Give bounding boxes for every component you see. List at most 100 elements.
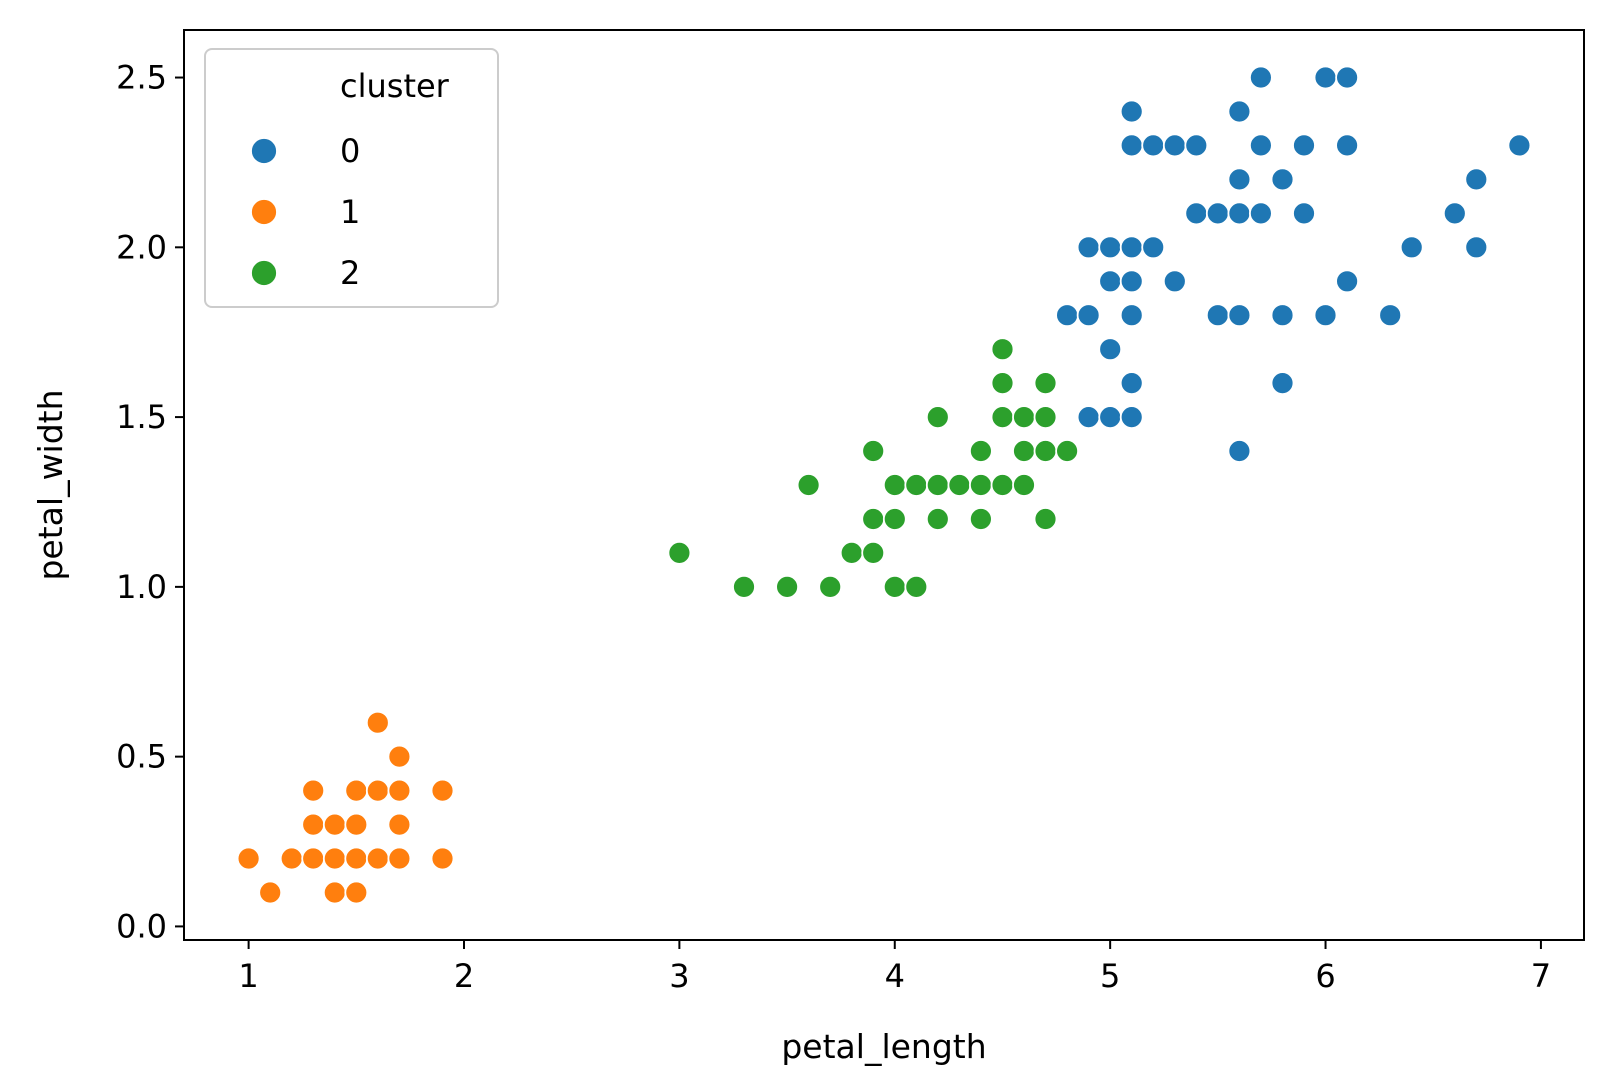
legend-marker-cluster-1	[250, 198, 278, 226]
data-point-cluster-0	[1464, 167, 1489, 192]
data-point-cluster-2	[947, 473, 972, 497]
data-point-cluster-0	[1399, 235, 1424, 260]
data-point-cluster-2	[1012, 405, 1036, 430]
data-point-cluster-1	[344, 812, 369, 837]
legend-label-cluster-0: 0	[340, 132, 360, 170]
data-point-cluster-0	[1270, 167, 1295, 192]
data-point-cluster-0	[1141, 235, 1166, 260]
data-point-cluster-2	[990, 337, 1015, 362]
data-point-cluster-0	[1162, 269, 1187, 294]
x-tick-label: 4	[885, 957, 905, 995]
data-point-cluster-0	[1119, 133, 1144, 158]
y-tick-label: 1.0	[116, 568, 167, 606]
data-point-cluster-0	[1076, 405, 1101, 430]
data-point-cluster-0	[1076, 235, 1101, 260]
y-tick-label: 1.5	[116, 398, 167, 436]
data-point-cluster-2	[969, 439, 993, 463]
data-point-cluster-0	[1270, 303, 1295, 328]
data-point-cluster-2	[839, 541, 864, 565]
legend: cluster 0 1 2	[204, 48, 499, 308]
data-point-cluster-0	[1119, 269, 1144, 294]
data-point-cluster-0	[1098, 337, 1123, 362]
data-point-cluster-2	[882, 473, 907, 497]
y-tick-label: 2.5	[116, 59, 167, 97]
data-point-cluster-1	[365, 710, 390, 735]
data-point-cluster-2	[1012, 473, 1036, 497]
data-point-cluster-1	[301, 846, 326, 871]
data-point-cluster-0	[1205, 201, 1230, 226]
data-point-cluster-2	[925, 507, 950, 531]
data-point-cluster-2	[882, 575, 907, 599]
x-tick-label: 2	[454, 957, 474, 995]
data-point-cluster-0	[1141, 133, 1166, 158]
data-point-cluster-1	[301, 812, 326, 837]
data-point-cluster-0	[1335, 269, 1359, 294]
x-tick-label: 1	[238, 957, 258, 995]
data-point-cluster-1	[387, 846, 412, 871]
data-point-cluster-2	[1033, 405, 1058, 430]
data-point-cluster-2	[1033, 439, 1058, 463]
data-point-cluster-0	[1184, 201, 1209, 226]
plot-frame	[183, 29, 1585, 941]
data-point-cluster-1	[344, 880, 369, 905]
data-point-cluster-0	[1507, 133, 1532, 158]
data-point-cluster-1	[387, 812, 412, 837]
x-axis-label: petal_length	[781, 1027, 986, 1066]
data-point-cluster-0	[1227, 201, 1252, 226]
data-point-cluster-2	[861, 541, 886, 565]
data-point-cluster-0	[1249, 65, 1273, 90]
data-point-cluster-0	[1098, 405, 1123, 430]
data-point-cluster-2	[990, 405, 1015, 430]
data-point-cluster-1	[301, 778, 326, 803]
data-point-cluster-2	[990, 473, 1015, 497]
data-point-cluster-2	[861, 507, 886, 531]
legend-marker-cluster-0	[250, 137, 278, 165]
data-point-cluster-1	[387, 744, 412, 769]
legend-label-cluster-1: 1	[340, 193, 360, 231]
y-axis-label: petal_width	[31, 389, 70, 580]
data-point-cluster-0	[1227, 99, 1252, 124]
data-point-cluster-0	[1292, 201, 1316, 226]
data-point-cluster-1	[430, 778, 455, 803]
data-point-cluster-0	[1119, 303, 1144, 328]
data-point-cluster-1	[236, 846, 261, 871]
data-point-cluster-0	[1205, 303, 1230, 328]
data-point-cluster-2	[1033, 507, 1058, 531]
data-point-cluster-2	[969, 473, 993, 497]
data-point-cluster-2	[1055, 439, 1079, 463]
data-point-cluster-0	[1464, 235, 1489, 260]
data-point-cluster-2	[1033, 371, 1058, 396]
data-point-cluster-0	[1119, 405, 1144, 430]
data-point-cluster-0	[1184, 133, 1209, 158]
data-point-cluster-0	[1098, 269, 1123, 294]
data-point-cluster-0	[1313, 65, 1338, 90]
data-point-cluster-2	[925, 405, 950, 430]
data-point-cluster-2	[667, 541, 692, 565]
data-point-cluster-2	[1012, 439, 1036, 463]
data-point-cluster-2	[818, 575, 843, 599]
data-point-cluster-0	[1313, 303, 1338, 328]
x-tick-label: 6	[1315, 957, 1335, 995]
data-point-cluster-1	[344, 846, 369, 871]
data-point-cluster-2	[732, 575, 756, 599]
data-point-cluster-2	[990, 371, 1015, 396]
data-point-cluster-1	[387, 778, 412, 803]
legend-title: cluster	[340, 67, 450, 105]
data-point-cluster-0	[1378, 303, 1403, 328]
y-tick-label: 2.0	[116, 228, 167, 266]
x-tick-label: 7	[1531, 957, 1551, 995]
data-point-cluster-0	[1249, 133, 1273, 158]
data-point-cluster-2	[861, 439, 886, 463]
data-point-cluster-1	[322, 812, 347, 837]
legend-marker-cluster-2	[250, 259, 278, 287]
data-point-cluster-0	[1270, 371, 1295, 396]
data-point-cluster-1	[344, 778, 369, 803]
data-point-cluster-2	[904, 473, 929, 497]
data-point-cluster-0	[1098, 235, 1123, 260]
data-point-cluster-0	[1076, 303, 1101, 328]
data-point-cluster-1	[430, 846, 455, 871]
data-point-cluster-0	[1249, 201, 1273, 226]
data-point-cluster-0	[1227, 167, 1252, 192]
data-point-cluster-1	[279, 846, 304, 871]
data-point-cluster-0	[1335, 65, 1359, 90]
